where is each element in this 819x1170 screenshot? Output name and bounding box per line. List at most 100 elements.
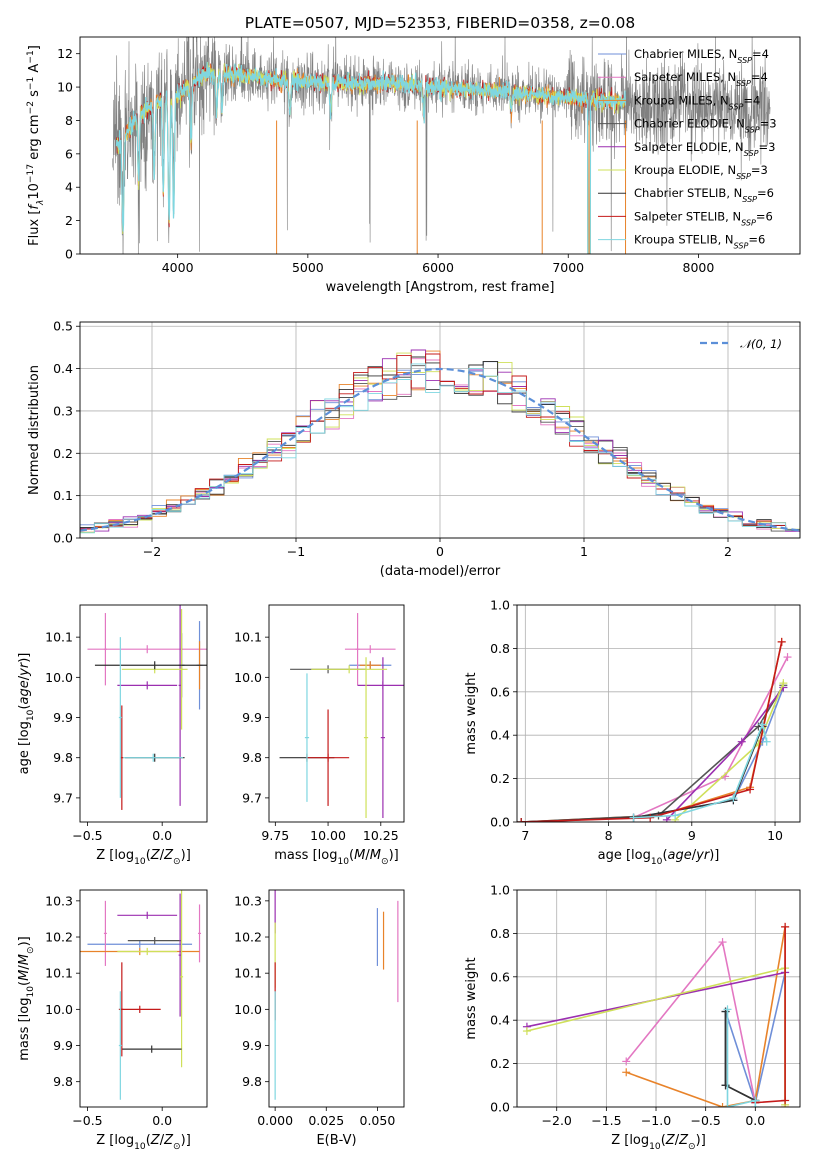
errorbar-point — [94, 661, 207, 670]
x-tick-label: 2 — [724, 544, 732, 559]
x-tick-label: 0.0 — [152, 828, 172, 843]
errorbar-point — [306, 753, 350, 762]
axes-frame — [268, 604, 405, 823]
axes-frame — [268, 889, 405, 1108]
x-axis-label: wavelength [Angstrom, rest frame] — [326, 280, 555, 295]
legend-entry: Chabrier ELODIE, NSSP=3 — [634, 117, 777, 135]
errorbar-point — [127, 937, 182, 945]
y-axis-label: Normed distribution — [27, 365, 42, 495]
legend-entry: Salpeter ELODIE, NSSP=3 — [634, 140, 775, 158]
y-tick-label: 9.8 — [242, 750, 262, 765]
residual-histogram-line — [80, 349, 800, 534]
errorbar-point — [117, 947, 178, 956]
x-tick-label: 7 — [521, 828, 529, 843]
y-tick-label: 0.0 — [490, 815, 510, 830]
x-tick-label: −0.5 — [72, 1113, 102, 1128]
y-axis-label: age [log10(age/yr)] — [17, 653, 36, 775]
y-tick-label: 10.1 — [234, 630, 262, 645]
y-tick-label: 2 — [65, 213, 73, 228]
mass-weight-marker — [721, 1007, 730, 1016]
x-tick-label: −2 — [143, 544, 161, 559]
y-axis-label: mass [log10(M/M⊙)] — [17, 936, 36, 1060]
mass-weight-marker — [746, 785, 755, 794]
x-axis-label: mass [log10(M/M⊙)] — [274, 848, 398, 867]
y-tick-label: 10.0 — [234, 670, 262, 685]
spectrum-legend: Chabrier MILES, NSSP=4 Salpeter MILES, NS… — [598, 47, 777, 250]
y-tick-label: 10.0 — [45, 670, 73, 685]
errorbar-point — [311, 665, 388, 674]
y-tick-label: 0.6 — [490, 684, 510, 699]
x-tick-label: −1.0 — [641, 1113, 671, 1128]
x-tick-label: 0.0 — [152, 1113, 172, 1128]
mass-weight-vs-metallicity-axes: −2.0 −1.5 −1.0 −0.5 0.0 0.0 0.2 0.4 0.6 0.8 1.0 Z [… — [464, 883, 801, 1152]
y-tick-label: 0.6 — [490, 969, 510, 984]
y-tick-label: 8 — [65, 113, 73, 128]
residual-legend: 𝒩(0, 1) — [700, 337, 782, 351]
mass-weight-vs-age-plot-area — [517, 637, 792, 822]
errorbar-point — [117, 681, 178, 690]
legend-entry: Kroupa ELODIE, NSSP=3 — [634, 163, 768, 181]
x-tick-label: −0.5 — [690, 1113, 720, 1128]
mass-weight-marker — [781, 922, 790, 931]
mass-weight-series-line — [521, 684, 785, 822]
x-tick-label: 0 — [436, 544, 444, 559]
axes-frame — [79, 889, 208, 1108]
mass-weight-marker — [762, 737, 771, 746]
x-axis-label: E(B-V) — [316, 1133, 356, 1148]
y-tick-label: 10.0 — [234, 1002, 262, 1017]
x-tick-label: −0.5 — [72, 828, 102, 843]
mass-weight-marker — [737, 737, 746, 746]
mass-weight-series-line — [521, 687, 785, 822]
mass-weight-marker — [758, 720, 767, 729]
x-tick-label: 10.00 — [310, 828, 346, 843]
x-tick-label: 0.050 — [360, 1113, 396, 1128]
x-tick-label: 6000 — [422, 260, 454, 275]
spectrum-model-line — [115, 61, 626, 254]
y-tick-label: 9.9 — [242, 1038, 262, 1053]
residuals-axes: −2 −1 0 1 2 0.0 0.1 0.2 0.3 0.4 0.5 𝒩(0, 1) (data-mo… — [27, 319, 801, 579]
mass-vs-metallicity-axes: −0.5 0.0 9.8 9.9 10.0 10.1 10.2 10.3 Z [log10(Z/… — [17, 889, 208, 1152]
mass-weight-marker — [622, 1068, 631, 1077]
mass-weight-marker — [723, 1103, 732, 1107]
age-vs-mass-plot-area — [279, 613, 404, 818]
x-tick-label: 10.25 — [363, 828, 399, 843]
y-tick-label: 9.8 — [53, 750, 73, 765]
mass-vs-extinction-plot-area — [274, 890, 399, 1100]
residual-histogram-line — [80, 350, 800, 534]
axes-frame — [79, 604, 208, 823]
legend-entry: Chabrier MILES, NSSP=4 — [634, 47, 769, 65]
mass-weight-marker — [781, 1096, 790, 1105]
x-tick-label: 5000 — [292, 260, 324, 275]
y-tick-label: 9.7 — [242, 790, 262, 805]
mass-weight-marker — [629, 813, 638, 822]
errorbar-point — [380, 657, 386, 818]
y-tick-label: 0.0 — [53, 531, 73, 546]
y-tick-label: 1.0 — [490, 883, 510, 898]
y-tick-label: 9.9 — [53, 1038, 73, 1053]
x-tick-label: 1 — [580, 544, 588, 559]
mass-weight-marker — [671, 811, 680, 820]
mass-weight-marker — [718, 938, 727, 947]
spectrum-plot-area — [112, 37, 771, 254]
x-tick-label: −1.5 — [591, 1113, 621, 1128]
residual-histogram-line — [80, 363, 800, 537]
age-vs-metallicity-axes: −0.5 0.0 9.7 9.8 9.9 10.0 10.1 Z [log10(Z/Z⊙)] a… — [17, 604, 208, 867]
y-axis-label: mass weight — [464, 672, 479, 754]
y-tick-label: 0 — [65, 247, 73, 262]
errorbar-point — [180, 890, 184, 1068]
y-tick-label: 0.4 — [490, 1013, 510, 1028]
y-tick-label: 10.1 — [45, 966, 73, 981]
y-tick-label: 0.8 — [490, 926, 510, 941]
x-axis-label: Z [log10(Z/Z⊙)] — [96, 1133, 191, 1152]
y-tick-label: 0.2 — [490, 1056, 510, 1071]
y-tick-label: 0.0 — [490, 1100, 510, 1115]
x-tick-label: 0.000 — [257, 1113, 293, 1128]
errorbar-point — [180, 609, 184, 730]
residual-histogram-line — [80, 356, 800, 535]
errorbar-point — [117, 911, 178, 919]
y-tick-label: 0.5 — [53, 319, 73, 334]
y-tick-label: 10.3 — [234, 893, 262, 908]
axes-frame — [79, 36, 801, 255]
age-vs-mass-axes: 9.75 10.00 10.25 9.7 9.8 9.9 10.0 10.1 mass [log… — [234, 604, 405, 867]
errorbar-point — [87, 940, 193, 948]
